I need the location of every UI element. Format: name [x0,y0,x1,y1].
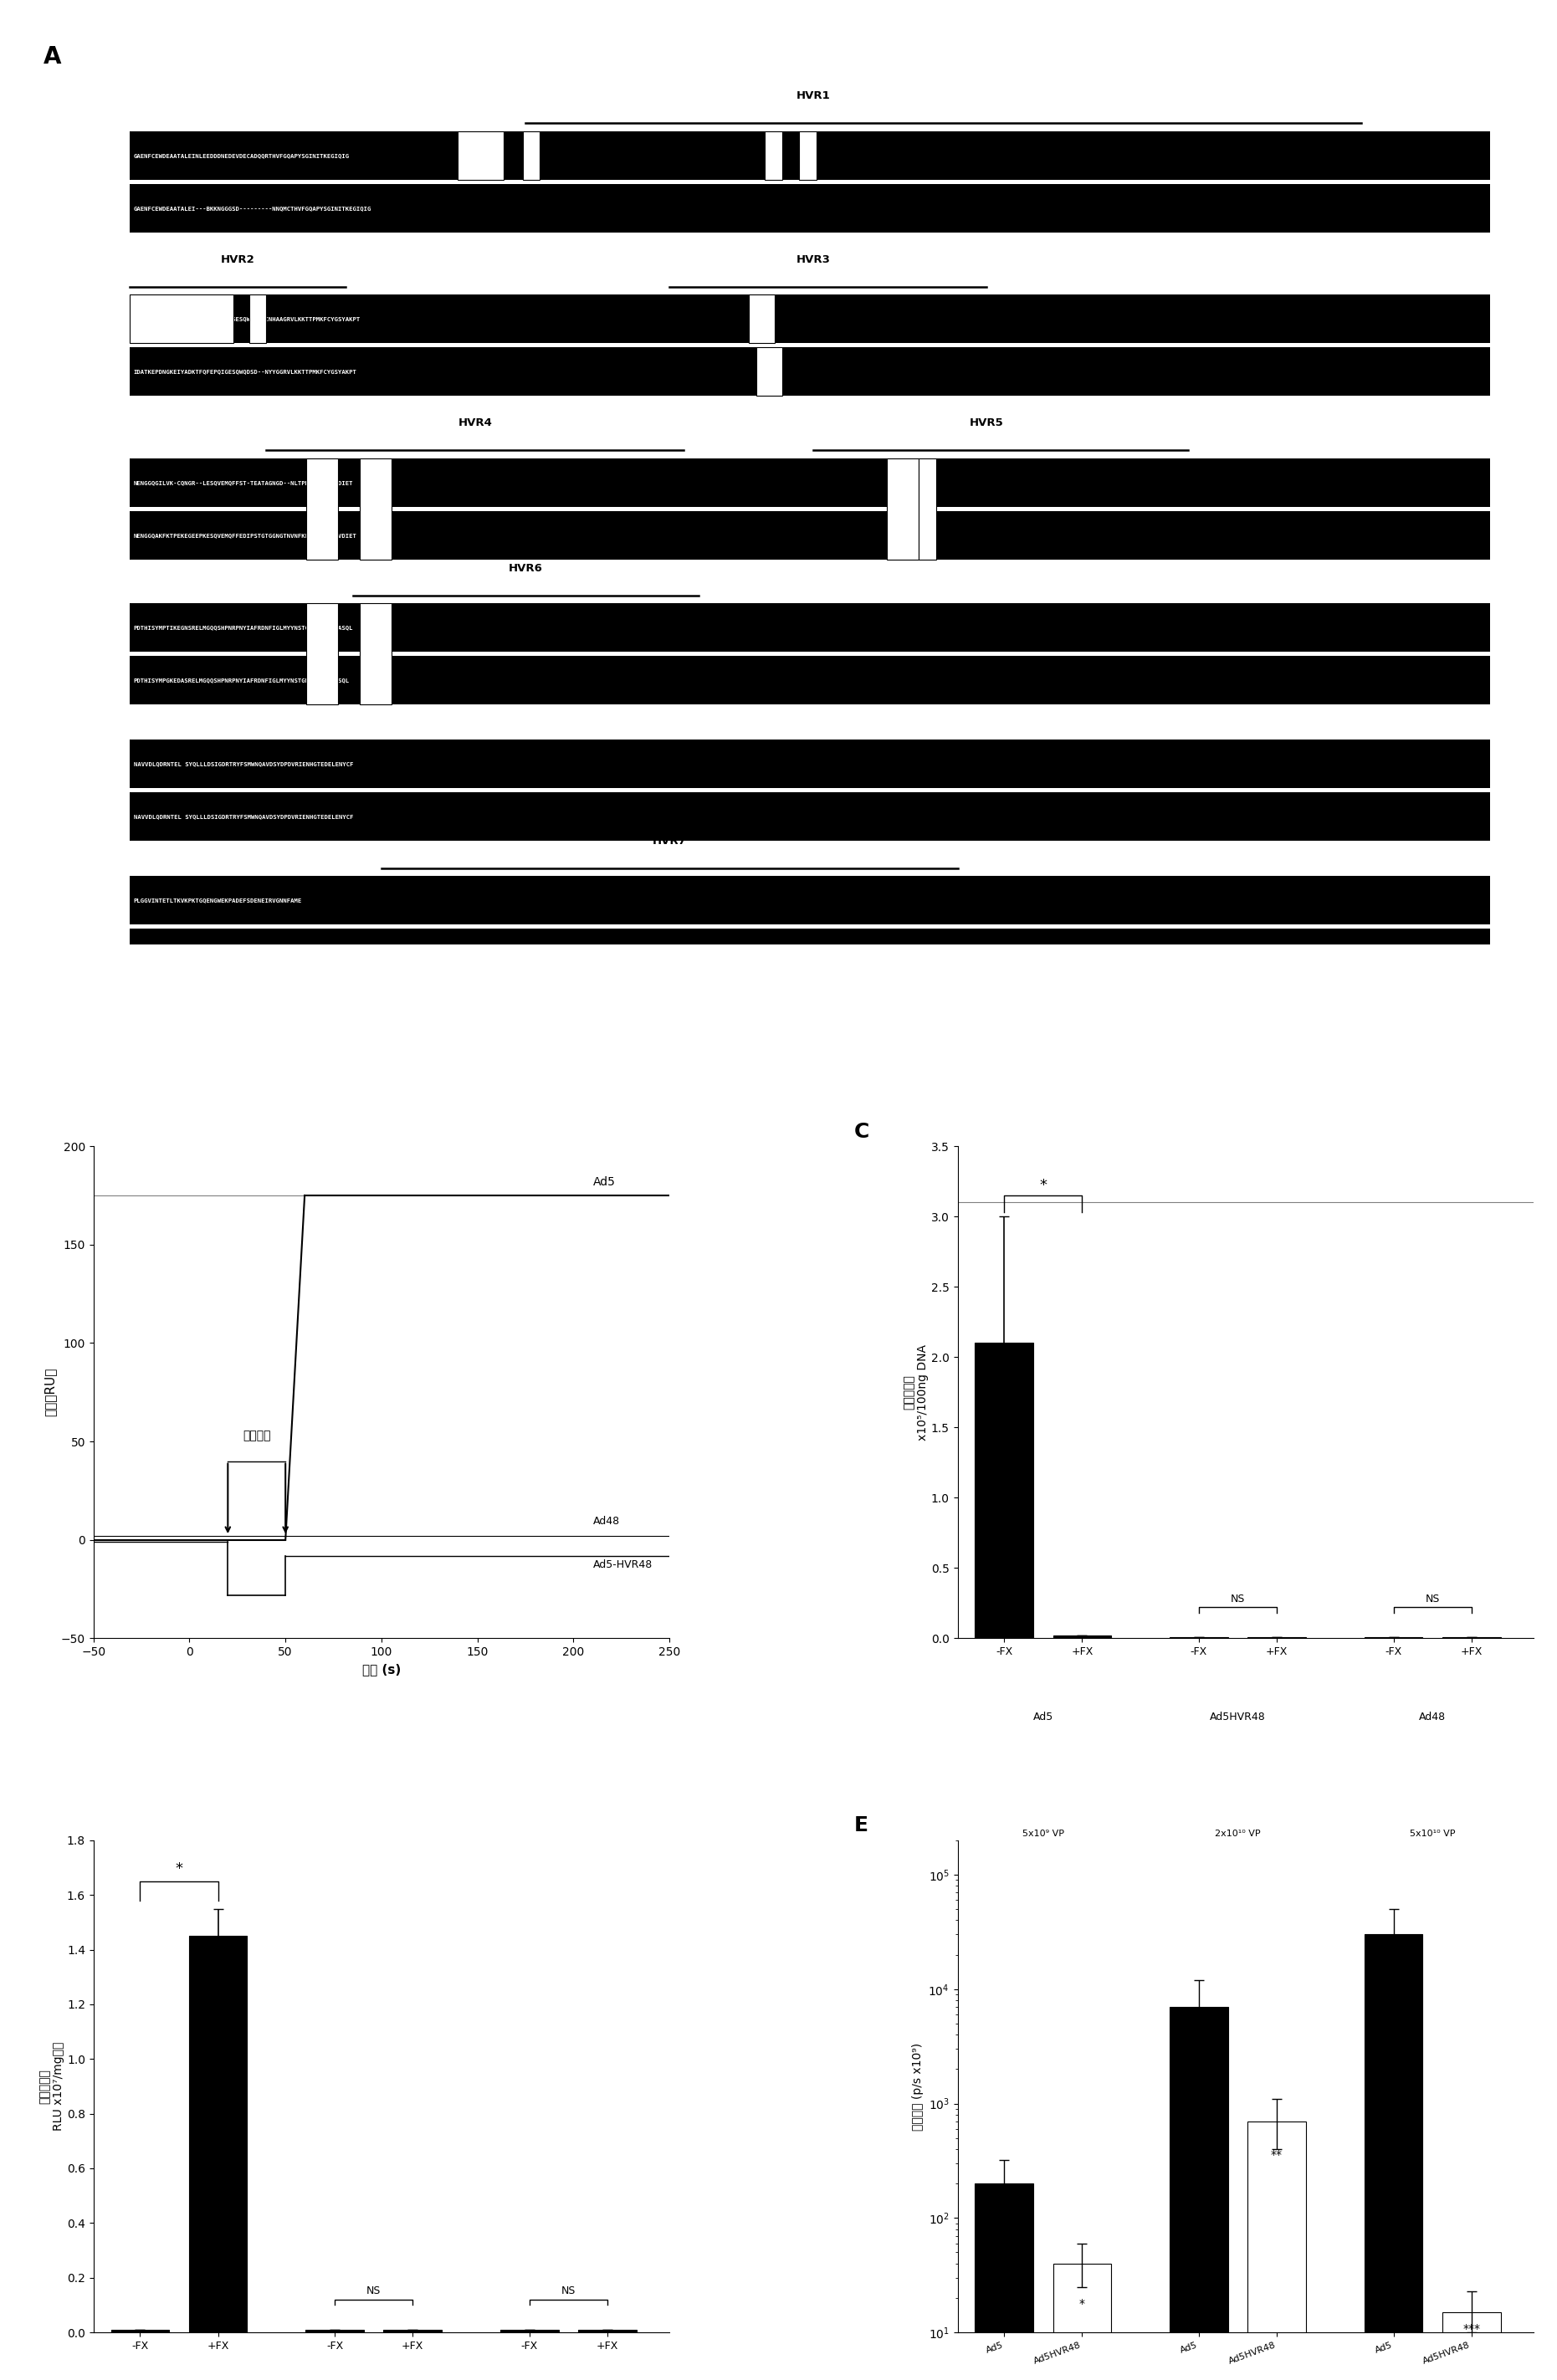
Text: ***: *** [1462,2323,1481,2335]
FancyBboxPatch shape [129,131,1490,178]
Text: E: E [853,1816,869,1835]
FancyBboxPatch shape [129,183,1490,233]
Text: PLGGVINTETLTKVKPKTGQENGWEKPADEFSDENEIRVGNNFAME: PLGGVINTETLTKVKPKTGQENGWEKPADEFSDENEIRVG… [134,897,302,902]
Text: Ad48: Ad48 [1418,1711,1446,1723]
Text: Ad5: Ad5 [593,1176,615,1188]
FancyBboxPatch shape [523,131,540,178]
Text: 2x10¹⁰ VP: 2x10¹⁰ VP [1214,1830,1261,1837]
FancyBboxPatch shape [129,295,234,343]
FancyBboxPatch shape [360,605,391,704]
FancyBboxPatch shape [129,793,1490,840]
Text: 5x10¹⁰ VP: 5x10¹⁰ VP [1409,1830,1456,1837]
FancyBboxPatch shape [129,459,1490,507]
FancyBboxPatch shape [749,295,775,343]
FancyBboxPatch shape [129,347,1490,395]
Bar [1442,2313,1501,2380]
Bar [1053,1635,1112,1637]
FancyBboxPatch shape [129,657,1490,704]
Text: NS: NS [366,2285,381,2297]
Text: PLDGAGTNAVYQGVKVKTINNTIWEKED-FAVSEHNQIRVGNNFAME: PLDGAGTNAVYQGVKVKTINNTIWEKED-FAVSEHNQIRV… [134,950,305,957]
Bar [1169,2006,1228,2380]
Text: HVR3: HVR3 [797,255,830,264]
FancyBboxPatch shape [799,131,816,178]
Bar [111,2330,170,2332]
Bar [975,2182,1034,2380]
Text: HVR7: HVR7 [652,835,687,847]
Text: HVR6: HVR6 [509,564,542,574]
Text: IDATKEPDNGKEIYADKTFQFEPQIGESQWQDSD--NYYGGRVLKKTTPMKFCYGSYAKPT: IDATKEPDNGKEIYADKTFQFEPQIGESQWQDSD--NYYG… [134,369,357,374]
Text: PDTHISYMPGKEDASRELMGQQSHPNRPNYIAFRDNFIGLMYYNSTGNMGVLAGQASQL: PDTHISYMPGKEDASRELMGQQSHPNRPNYIAFRDNFIGL… [134,678,350,683]
Text: 5x10⁹ VP: 5x10⁹ VP [1023,1830,1063,1837]
FancyBboxPatch shape [458,131,504,178]
FancyBboxPatch shape [764,131,782,178]
Bar [1053,2263,1112,2380]
Y-axis label: 载体基因组
x10⁵/100ng DNA: 载体基因组 x10⁵/100ng DNA [903,1345,928,1440]
Bar [1364,1935,1423,2380]
Text: HVR5: HVR5 [970,416,1003,428]
Bar [1247,2121,1306,2380]
FancyBboxPatch shape [307,459,338,559]
FancyBboxPatch shape [887,459,919,559]
Text: *: * [1040,1178,1046,1192]
Bar [578,2330,637,2332]
FancyBboxPatch shape [360,459,391,559]
Text: **: ** [1271,2149,1283,2161]
FancyBboxPatch shape [129,295,1490,343]
Text: NENGGQAKFKTPEKEGEEPKESQVEMQFFEDIPSTGTGGNGTNVNFKPKVVLYSEDVDIET: NENGGQAKFKTPEKEGEEPKESQVEMQFFEDIPSTGTGGN… [134,533,357,538]
Text: HVR4: HVR4 [458,416,492,428]
Text: 病毒注射: 病毒注射 [243,1430,271,1442]
Text: GAENFCEWDEAATALEI---BKKNGGGSD---------NNQMCTHVFGQAPYSGINITKEGIQIG: GAENFCEWDEAATALEI---BKKNGGGSD---------NN… [134,205,372,209]
Text: NENGGQGILVK-CQNGR--LESQVEMQFFST-TEATAGNGD--NLTPKVVLYSEDVDIET: NENGGQGILVK-CQNGR--LESQVEMQFFST-TEATAGNG… [134,481,353,486]
Bar [188,1935,248,2332]
FancyBboxPatch shape [129,605,1490,652]
Y-axis label: 响应（RU）: 响应（RU） [44,1368,56,1416]
Text: VEGQTPR--------YADKTFQFEPCIGESQWYETEINHAAGRVLKKTTPMKFCYGSYAKPT: VEGQTPR--------YADKTFQFEPCIGESQWYETEINHA… [134,317,361,321]
Text: Ad48: Ad48 [593,1516,620,1526]
Text: Ad5HVR48: Ad5HVR48 [1210,1711,1266,1723]
FancyBboxPatch shape [129,876,1490,923]
Text: HVR1: HVR1 [797,90,830,102]
Y-axis label: 转基因表达
RLU x10⁷/mg蛋白: 转基因表达 RLU x10⁷/mg蛋白 [39,2042,64,2130]
FancyBboxPatch shape [249,295,266,343]
Text: NAVVDLQDRNTEL SYQLLLDSIGDRTRYFSMWNQAVDSYDPDVRIENHGTEDELENYCF: NAVVDLQDRNTEL SYQLLLDSIGDRTRYFSMWNQAVDSY… [134,814,353,819]
Text: NS: NS [1425,1595,1440,1604]
FancyBboxPatch shape [757,347,782,395]
X-axis label: 时间 (s): 时间 (s) [363,1664,400,1676]
Text: NS: NS [1230,1595,1246,1604]
Text: NAVVDLQDRNTEL SYQLLLDSIGDRTRYFSMWNQAVDSYDPDVRIENHGTEDELENYCF: NAVVDLQDRNTEL SYQLLLDSIGDRTRYFSMWNQAVDSY… [134,762,353,766]
Text: PDTHISYMPTIKEGNSRELMGQQSHPNRPNYIAFRDNFIGLMYYNSTGNMGVLAGQASQL: PDTHISYMPTIKEGNSRELMGQQSHPNRPNYIAFRDNFIG… [134,626,353,631]
Bar [975,1342,1034,1637]
Text: *: * [176,1861,182,1875]
FancyBboxPatch shape [129,740,1490,788]
Bar [305,2330,364,2332]
Text: C: C [853,1121,869,1142]
Y-axis label: 光子通量 (p/s x10⁹): 光子通量 (p/s x10⁹) [912,2042,923,2130]
Text: Ad5-HVR48: Ad5-HVR48 [593,1559,652,1571]
Bar [383,2330,442,2332]
Text: *: * [1079,2299,1085,2309]
FancyBboxPatch shape [129,512,1490,559]
Text: HVR2: HVR2 [221,255,254,264]
Text: GAENFCEWDEAATALEINLEEDDDNEDEVDECADQQRTHVFGQAPYSGINITKEGIQIG: GAENFCEWDEAATALEINLEEDDDNEDEVDECADQQRTHV… [134,152,350,157]
FancyBboxPatch shape [919,459,936,559]
Text: Ad5: Ad5 [1032,1711,1054,1723]
FancyBboxPatch shape [307,605,338,704]
FancyBboxPatch shape [129,928,1490,978]
Text: NS: NS [561,2285,576,2297]
Bar [500,2330,559,2332]
Text: A: A [44,45,61,69]
